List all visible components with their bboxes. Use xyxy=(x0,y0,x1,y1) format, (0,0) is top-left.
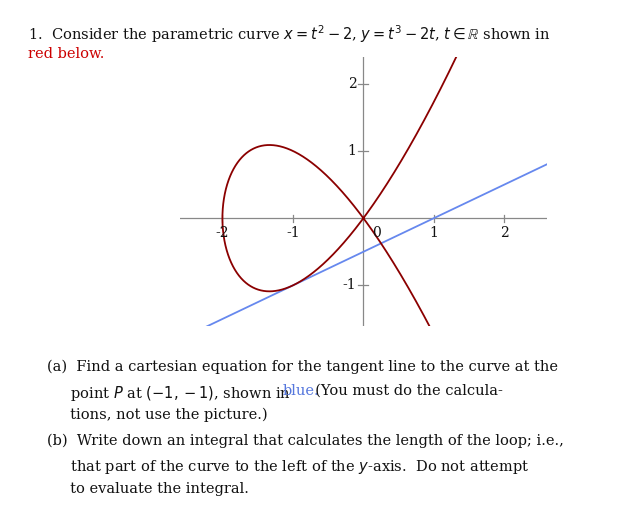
Text: (You must do the calcula-: (You must do the calcula- xyxy=(306,384,503,398)
Text: -1: -1 xyxy=(343,278,356,293)
Text: 1: 1 xyxy=(430,226,439,240)
Text: that part of the curve to the left of the $y$-axis.  Do not attempt: that part of the curve to the left of th… xyxy=(47,458,530,476)
Text: tions, not use the picture.): tions, not use the picture.) xyxy=(47,408,268,422)
Text: 2: 2 xyxy=(348,77,356,91)
Text: -1: -1 xyxy=(286,226,300,240)
Text: red below.: red below. xyxy=(28,47,105,60)
Text: blue.: blue. xyxy=(283,384,319,398)
Text: 2: 2 xyxy=(500,226,509,240)
Text: (a)  Find a cartesian equation for the tangent line to the curve at the: (a) Find a cartesian equation for the ta… xyxy=(47,359,559,374)
Text: -2: -2 xyxy=(216,226,229,240)
Text: to evaluate the integral.: to evaluate the integral. xyxy=(47,482,249,496)
Text: (b)  Write down an integral that calculates the length of the loop; i.e.,: (b) Write down an integral that calculat… xyxy=(47,433,564,448)
Text: 1: 1 xyxy=(348,144,356,158)
Text: 1.  Consider the parametric curve $x = t^2 - 2$, $y = t^3 - 2t$, $t \in \mathbb{: 1. Consider the parametric curve $x = t^… xyxy=(28,23,551,45)
Text: 0: 0 xyxy=(372,226,380,240)
Text: point $P$ at $(-1, -1)$, shown in: point $P$ at $(-1, -1)$, shown in xyxy=(47,384,291,403)
